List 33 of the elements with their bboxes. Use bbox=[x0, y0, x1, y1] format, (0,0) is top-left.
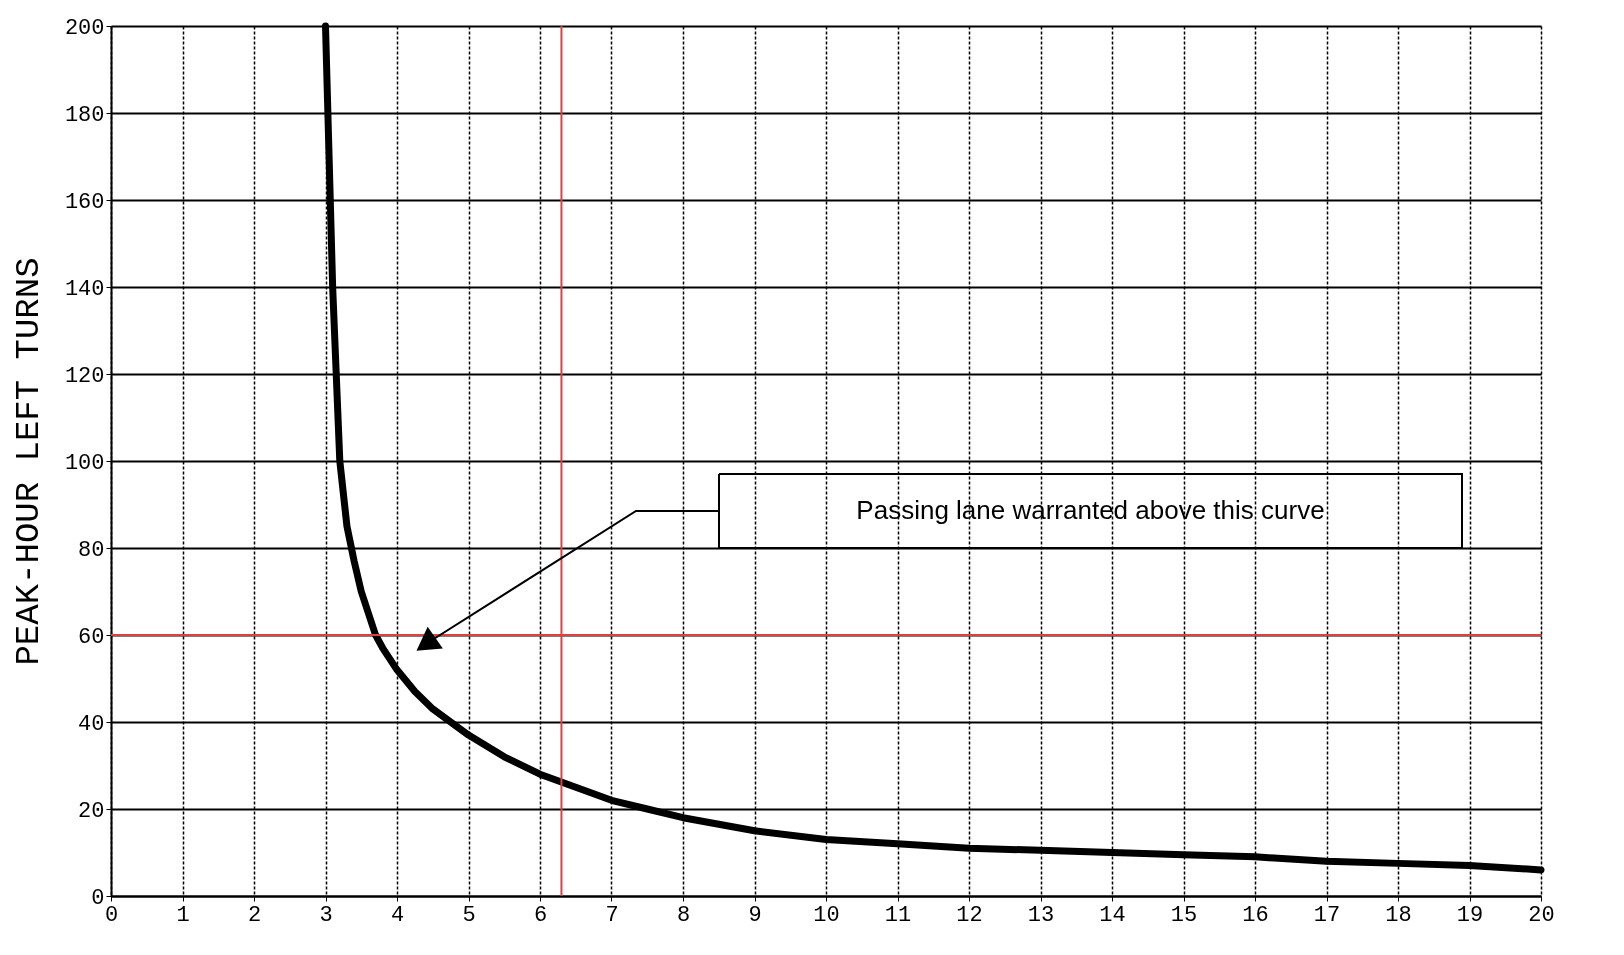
x-tick-label: 20 bbox=[1528, 902, 1555, 928]
y-tick-label: 80 bbox=[78, 537, 105, 563]
x-tick-label: 7 bbox=[605, 902, 619, 928]
x-tick-label: 14 bbox=[1099, 902, 1126, 928]
x-tick-label: 8 bbox=[676, 902, 691, 928]
y-tick-label: 20 bbox=[78, 798, 105, 824]
x-tick-label: 1 bbox=[176, 902, 190, 928]
x-tick-label: 11 bbox=[884, 902, 912, 928]
x-tick-label: 10 bbox=[813, 902, 840, 928]
x-tick-label: 4 bbox=[390, 902, 405, 928]
x-tick-label: 9 bbox=[748, 902, 762, 928]
y-tick-label: 160 bbox=[64, 189, 105, 215]
x-tick-label: 12 bbox=[956, 902, 983, 928]
x-tick-label: 15 bbox=[1170, 902, 1198, 928]
x-tick-label: 5 bbox=[462, 902, 476, 928]
y-tick-label: 0 bbox=[91, 885, 105, 911]
y-tick-label: 100 bbox=[64, 450, 105, 476]
y-tick-label: 120 bbox=[64, 363, 105, 389]
x-tick-label: 13 bbox=[1027, 902, 1055, 928]
x-tick-label: 6 bbox=[533, 902, 548, 928]
y-tick-label: 140 bbox=[64, 276, 105, 302]
x-tick-label: 16 bbox=[1242, 902, 1269, 928]
y-tick-label: 180 bbox=[64, 102, 105, 128]
y-axis-title: PEAK-HOUR LEFT TURNS bbox=[9, 257, 48, 666]
x-tick-label: 19 bbox=[1456, 902, 1484, 928]
x-tick-label: 17 bbox=[1313, 902, 1341, 928]
y-tick-label: 60 bbox=[78, 624, 105, 650]
annotation: Passing lane warranted above this curve bbox=[856, 495, 1325, 525]
y-tick-label: 40 bbox=[78, 711, 105, 737]
x-tick-label: 2 bbox=[247, 902, 262, 928]
x-tick-label: 18 bbox=[1385, 902, 1412, 928]
x-tick-label: 3 bbox=[319, 902, 333, 928]
y-tick-label: 200 bbox=[64, 15, 105, 41]
